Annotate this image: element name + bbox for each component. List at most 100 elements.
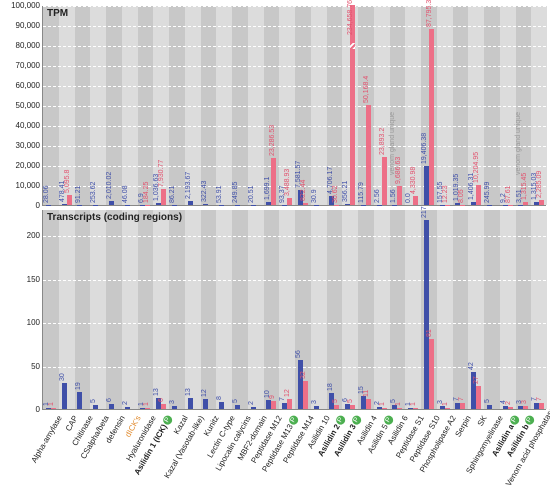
y-tick-label: 90,000 <box>1 21 40 30</box>
bar <box>145 408 150 409</box>
bar <box>235 205 240 206</box>
bar-value-label: 30 <box>59 373 66 381</box>
bar <box>366 399 371 409</box>
bar-value-label: 5,095.8 <box>64 169 71 192</box>
tpm-panel: 010,00020,00030,00040,00050,00060,00070,… <box>42 6 546 206</box>
bar-value-label: 7,930.77 <box>158 160 165 187</box>
bar-value-label: 87.61 <box>505 185 512 203</box>
bar <box>109 404 114 409</box>
bar-value-label: 86.21 <box>169 185 176 203</box>
bar <box>476 185 481 205</box>
bar <box>476 386 481 409</box>
bar-value-label: 53.91 <box>216 185 223 203</box>
transcripts-title: Transcripts (coding regions) <box>47 212 182 223</box>
bar-value-label: 8.05 <box>458 189 465 203</box>
bar <box>172 205 177 206</box>
bar <box>287 198 292 205</box>
bar-value-label: 115.79 <box>358 182 365 203</box>
bar <box>382 408 387 409</box>
y-tick-label: 150 <box>1 275 40 284</box>
bar <box>350 5 355 205</box>
bar <box>203 399 208 409</box>
bar <box>303 203 308 205</box>
bar-value-label: 91.21 <box>75 185 82 203</box>
bar <box>188 398 193 409</box>
y-tick-label: 50 <box>1 362 40 371</box>
bar <box>203 204 208 205</box>
y-tick-label: 60,000 <box>1 81 40 90</box>
bar <box>125 205 130 206</box>
bar-value-label: 2,193.67 <box>185 171 192 198</box>
bar <box>429 339 434 409</box>
bar-value-label: 27 <box>473 376 480 384</box>
bar-value-label: 30.62 <box>332 185 339 203</box>
y-tick-label: 70,000 <box>1 61 40 70</box>
bar-value-label: 1 <box>379 402 386 406</box>
bar-value-label: 87,795.38 <box>426 0 433 27</box>
bar <box>539 200 544 205</box>
y-tick-label: 0 <box>1 201 40 210</box>
bar-value-label: 28.06 <box>43 185 50 203</box>
bar <box>539 403 544 409</box>
bar-value-label: 7 <box>458 397 465 401</box>
bar-value-label: 356.21 <box>342 181 349 202</box>
bar-value-label: 23,893.2 <box>379 128 386 155</box>
bar <box>125 407 130 409</box>
bar-value-label: 5 <box>232 399 239 403</box>
bar-value-label: 1 <box>143 402 150 406</box>
bar-value-label: 234,658.76 <box>347 0 354 35</box>
bar <box>161 404 166 409</box>
bar <box>397 408 402 409</box>
bar-value-label: 322.43 <box>201 181 208 202</box>
bar <box>77 392 82 409</box>
bar-value-label: 10,204.95 <box>473 151 480 182</box>
bar <box>188 201 193 205</box>
bar <box>487 405 492 409</box>
bar-value-label: 2,010.02 <box>106 172 113 199</box>
bar-value-label: 1,699.1 <box>264 176 271 199</box>
bar <box>334 405 339 409</box>
bar-value-label: 2 <box>122 401 129 405</box>
bar <box>314 205 319 206</box>
bar-value-label: 23,286.53 <box>269 125 276 156</box>
annotation: venom gland unique <box>389 112 396 175</box>
bar <box>350 405 355 409</box>
bar <box>77 205 82 206</box>
bar <box>366 105 371 205</box>
bar <box>172 406 177 409</box>
bar-value-label: 20.51 <box>248 185 255 203</box>
bar-value-label: 3 <box>521 401 528 405</box>
bar-value-label: 2 <box>248 401 255 405</box>
bar <box>429 29 434 205</box>
bar-value-label: 0.0 <box>405 193 412 203</box>
bar-value-label: 6 <box>106 398 113 402</box>
bar <box>51 408 56 409</box>
bar <box>334 205 339 206</box>
bar-value-label: 4,330.98 <box>410 167 417 194</box>
bar-value-label: 1 <box>395 402 402 406</box>
bar <box>523 202 528 205</box>
bar-value-label: 1,315.45 <box>521 173 528 200</box>
bar-value-label: 245.99 <box>484 181 491 202</box>
y-tick-label: 50,000 <box>1 101 40 110</box>
bar <box>67 195 72 205</box>
bar-value-label: 56 <box>295 351 302 359</box>
bar <box>271 158 276 205</box>
bar <box>235 405 240 409</box>
y-tick-label: 200 <box>1 231 40 240</box>
bar-value-label: 253.62 <box>90 181 97 202</box>
bar-value-label: 2.56 <box>374 189 381 203</box>
bar-value-label: 46.08 <box>122 185 129 203</box>
transcripts-panel: 050100150200Transcripts (coding regions)… <box>42 210 546 410</box>
bar <box>445 408 450 409</box>
bar-value-label: 9 <box>269 395 276 399</box>
y-tick-label: 40,000 <box>1 121 40 130</box>
bar-value-label: 8 <box>216 396 223 400</box>
bar-value-label: 6 <box>158 398 165 402</box>
bar-value-label: 12 <box>201 389 208 397</box>
bar-value-label: 11 <box>363 390 370 397</box>
y-tick-label: 80,000 <box>1 41 40 50</box>
bar-value-label: 12 <box>284 389 291 397</box>
y-tick-label: 30,000 <box>1 141 40 150</box>
bar <box>460 205 465 206</box>
